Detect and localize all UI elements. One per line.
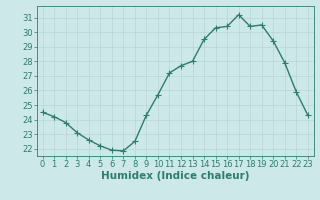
X-axis label: Humidex (Indice chaleur): Humidex (Indice chaleur) bbox=[101, 171, 250, 181]
